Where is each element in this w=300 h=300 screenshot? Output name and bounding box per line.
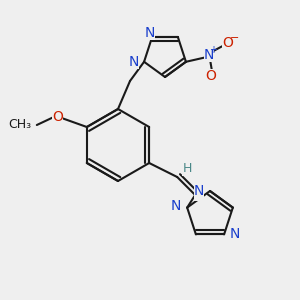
Text: N: N <box>145 26 155 40</box>
Text: O: O <box>223 36 233 50</box>
Text: N: N <box>194 184 204 198</box>
Text: H: H <box>182 163 192 176</box>
Text: N: N <box>204 48 214 62</box>
Text: CH₃: CH₃ <box>9 118 32 131</box>
Text: +: + <box>209 45 217 55</box>
Text: N: N <box>171 199 181 213</box>
Text: O: O <box>206 69 216 83</box>
Text: O: O <box>52 110 63 124</box>
Text: N: N <box>230 227 241 242</box>
Text: N: N <box>194 187 204 201</box>
Text: −: − <box>230 33 240 43</box>
Text: N: N <box>129 55 139 69</box>
